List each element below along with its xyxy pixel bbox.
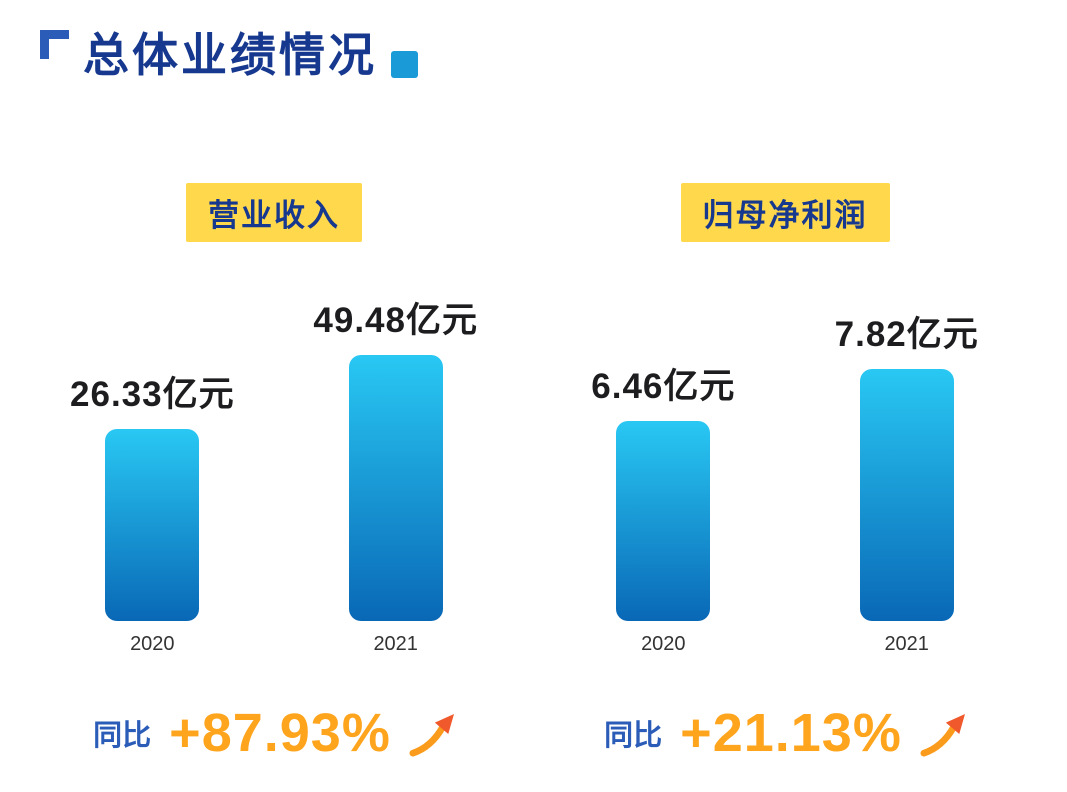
bar-group-revenue-2021: 49.48亿元 2021 xyxy=(283,292,508,656)
bar-value-label: 49.48亿元 xyxy=(313,301,478,341)
year-label: 2021 xyxy=(884,633,929,656)
yoy-value: +21.13% xyxy=(680,703,902,764)
net-profit-yoy-row: 同比 +21.13% xyxy=(604,702,966,764)
revenue-plot-area: 26.33亿元 2020 49.48亿元 2021 xyxy=(40,296,508,656)
bar-profit-2021 xyxy=(859,369,954,622)
net-profit-plot-area: 6.46亿元 2020 7.82亿元 2021 xyxy=(551,296,1019,656)
year-label: 2020 xyxy=(130,633,175,656)
title-square-icon xyxy=(391,51,418,79)
arrow-tail xyxy=(920,724,957,757)
bar-group-profit-2020: 6.46亿元 2020 xyxy=(551,358,776,656)
page-header: 总体业绩情况 xyxy=(40,28,1067,83)
bar-revenue-2020 xyxy=(105,429,200,622)
revenue-chart-title-badge: 营业收入 xyxy=(186,183,362,243)
revenue-chart: 营业收入 26.33亿元 2020 49.48亿元 2021 同比 +87.93… xyxy=(40,183,508,764)
title-corner-bracket-icon xyxy=(40,30,69,59)
year-label: 2020 xyxy=(641,633,686,656)
net-profit-chart: 归母净利润 6.46亿元 2020 7.82亿元 2021 同比 +21.13% xyxy=(551,183,1019,764)
bar-value-label: 7.82亿元 xyxy=(834,315,979,355)
bar-group-revenue-2020: 26.33亿元 2020 xyxy=(40,366,265,656)
arrow-tail xyxy=(409,724,446,757)
bar-profit-2020 xyxy=(616,421,711,622)
bar-value-label: 6.46亿元 xyxy=(591,367,736,407)
up-right-arrow-icon xyxy=(920,714,965,757)
arrow-head xyxy=(434,714,454,735)
bar-value-label: 26.33亿元 xyxy=(70,375,235,415)
up-right-arrow-icon xyxy=(409,714,454,757)
year-label: 2021 xyxy=(373,633,418,656)
arrow-head xyxy=(945,714,965,735)
page-title: 总体业绩情况 xyxy=(83,29,377,81)
revenue-yoy-row: 同比 +87.93% xyxy=(93,702,455,764)
bar-revenue-2021 xyxy=(348,355,443,622)
yoy-value: +87.93% xyxy=(169,703,391,764)
yoy-label: 同比 xyxy=(604,720,663,753)
net-profit-chart-title-badge: 归母净利润 xyxy=(680,183,890,243)
yoy-label: 同比 xyxy=(93,720,152,753)
charts-row: 营业收入 26.33亿元 2020 49.48亿元 2021 同比 +87.93… xyxy=(0,83,1067,764)
bar-group-profit-2021: 7.82亿元 2021 xyxy=(794,306,1019,656)
